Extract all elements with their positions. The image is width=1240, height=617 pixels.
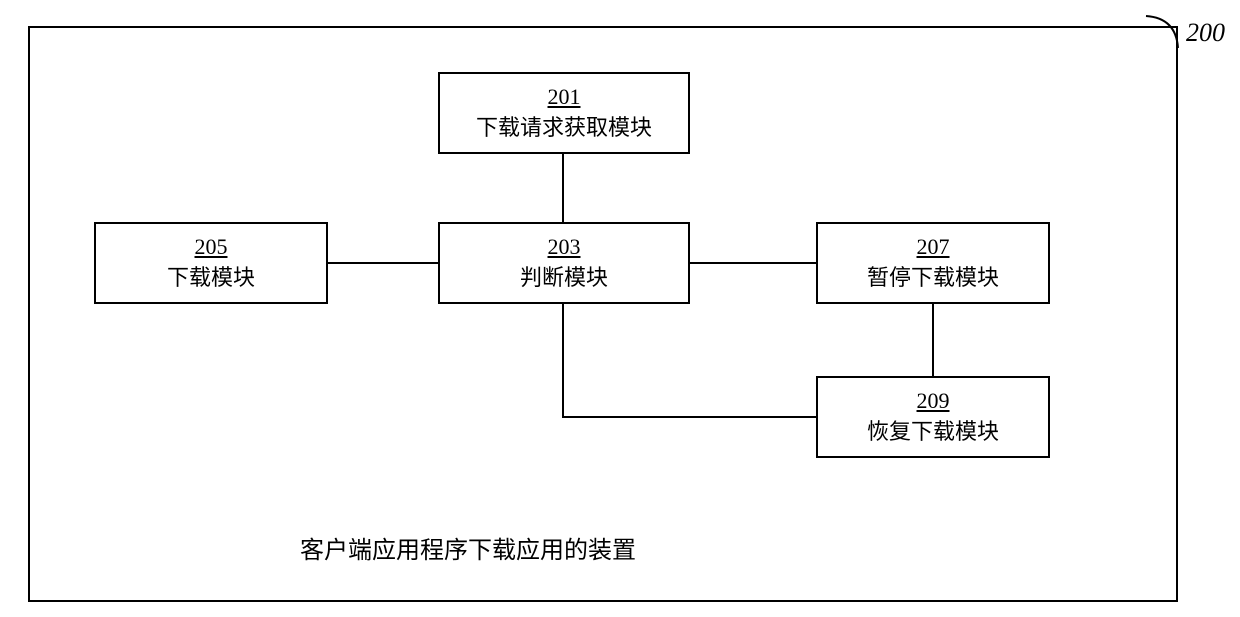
node-205: 205下载模块 [94,222,328,304]
node-label: 恢复下载模块 [867,414,999,446]
node-id: 209 [917,388,950,414]
node-label: 下载模块 [167,260,255,292]
edge-e5b [562,416,818,418]
node-207: 207暂停下载模块 [816,222,1050,304]
node-203: 203判断模块 [438,222,690,304]
node-id: 207 [917,234,950,260]
node-201: 201下载请求获取模块 [438,72,690,154]
node-label: 暂停下载模块 [867,260,999,292]
diagram-caption: 客户端应用程序下载应用的装置 [300,530,636,565]
reference-number: 200 [1186,18,1225,48]
edge-e4 [932,304,934,378]
node-label: 判断模块 [520,260,608,292]
edge-e2 [328,262,440,264]
edge-e5a [562,304,564,418]
node-id: 205 [195,234,228,260]
node-label: 下载请求获取模块 [476,110,652,142]
edge-e1 [562,154,564,224]
edge-e3 [690,262,818,264]
node-id: 201 [548,84,581,110]
node-id: 203 [548,234,581,260]
node-209: 209恢复下载模块 [816,376,1050,458]
